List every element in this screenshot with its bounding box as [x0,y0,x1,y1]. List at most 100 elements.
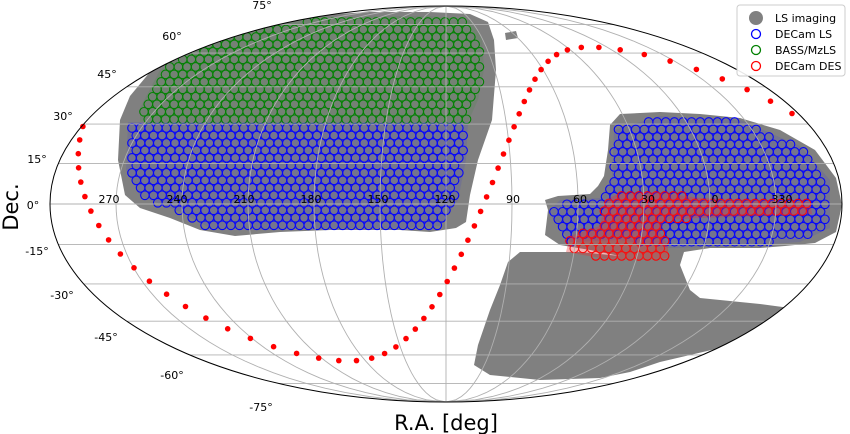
galactic-plane-point [641,51,648,58]
galactic-plane-point [403,335,409,342]
decam-ls-tile [729,117,740,127]
dec-tick-label: 75° [252,0,272,12]
legend-marker-bass-mzls [750,44,762,56]
ra-tick-label: 240 [167,193,188,206]
legend-item-decam-des: DECam DES [750,60,841,73]
legend-label-decam-ls: DECam LS [775,28,832,41]
galactic-plane-point [131,265,137,271]
bass-mzls-tile [465,91,476,102]
dec-tick-label: 45° [97,68,117,81]
bass-mzls-tile [461,24,472,35]
decam-ls-tile [815,221,826,232]
bass-mzls-tile [457,106,468,117]
galactic-plane-point [693,66,700,73]
galactic-plane-point [553,51,560,58]
decam-des-tile [651,221,661,231]
galactic-plane-point [596,44,602,51]
ra-tick-label: 150 [368,193,389,206]
galactic-plane-point [270,343,277,350]
galactic-plane-point [451,265,458,271]
decam-ls-tile [798,147,809,157]
galactic-plane-point [578,44,585,51]
legend-item-bass-mzls: BASS/MzLS [750,44,836,57]
decam-des-tile [659,251,670,261]
decam-ls-tile [458,130,468,141]
galactic-plane-point [224,326,231,332]
galactic-plane [75,44,795,364]
ra-tick-label: 330 [772,193,793,206]
galactic-plane-point [506,137,512,143]
galactic-plane-point [421,315,427,322]
galactic-plane-point [767,98,774,104]
bass-mzls-tile [457,17,468,27]
galactic-plane-point [471,223,478,229]
ra-gridline [247,6,447,402]
dec-tick-label: -15° [25,245,48,258]
galactic-plane-point [78,179,84,185]
decam-ls-tile [764,132,774,142]
decam-ls-tile [453,153,464,163]
legend-marker-decam-ls [750,28,762,40]
ra-tick-label: 90 [506,193,520,206]
ra-tick-label: 0 [712,193,719,206]
galactic-plane-point [76,137,83,143]
legend: LS imaging DECam LS BASS/MzLS DECam DES [736,4,846,77]
galactic-plane-point [719,76,726,82]
decam-ls-tile [815,191,826,202]
galactic-plane-point [526,87,533,93]
decam-ls-tile [807,162,817,172]
galactic-plane-point [75,150,82,157]
dec-tick-label: -45° [94,331,117,344]
dec-tick-label: 60° [162,30,182,43]
galactic-plane-point [489,179,496,186]
galactic-plane-point [82,193,88,200]
ra-tick-label: 180 [301,193,322,206]
decam-ls-tile [820,184,830,195]
galactic-plane-point [516,111,522,117]
decam-des-tile [659,236,670,246]
dec-tick-labels: 75° 60° 45° 30° 15° 0° -15° -30° -45° -6… [25,0,272,414]
galactic-plane-point [429,304,435,310]
bass-mzls-tile [470,39,480,50]
ra-tick-label: 210 [234,193,255,206]
dec-tick-label: -30° [50,289,73,302]
dec-tick-label: -60° [160,369,183,382]
dec-tick-label: 0° [27,199,40,212]
legend-item-ls-imaging: LS imaging [749,11,836,25]
galactic-plane-point [444,278,451,285]
decam-ls-tile [453,138,464,148]
ra-tick-label: 30 [641,193,655,206]
graticule [50,6,842,402]
decam-ls-tile [453,168,464,178]
galactic-plane-point [315,355,322,361]
galactic-plane-point [789,110,795,117]
map-content [50,6,842,402]
galactic-plane-point [545,58,551,65]
legend-marker-decam-des [750,60,762,72]
decam-des-tile [801,198,812,209]
ra-gridline [115,6,447,402]
galactic-plane-point [368,355,375,362]
ra-tick-labels: 270 240 210 180 150 120 90 60 30 0 330 [99,193,793,206]
legend-item-decam-ls: DECam LS [750,28,832,41]
dec-tick-label: 30° [53,110,73,123]
galactic-plane-point [146,278,153,285]
map-border [49,5,843,403]
decam-des-tiles [565,191,812,261]
ls-imaging-small-patch [505,31,518,40]
decam-ls-tile [815,177,826,187]
galactic-plane-point [381,350,388,357]
ra-gridline [445,6,513,402]
ra-tick-label: 270 [99,193,120,206]
galactic-plane-point [163,291,170,298]
galactic-plane-point [532,76,538,82]
galactic-plane-point [88,208,94,214]
galactic-plane-point [744,86,750,93]
galactic-plane-point [483,194,490,200]
decam-ls-tile [449,160,460,171]
bass-mzls-tile [474,47,485,57]
decam-des-region-fill [566,192,812,260]
ra-gridline [445,6,645,402]
bass-mzls-tile [470,84,480,95]
decam-ls-tile [811,169,822,180]
